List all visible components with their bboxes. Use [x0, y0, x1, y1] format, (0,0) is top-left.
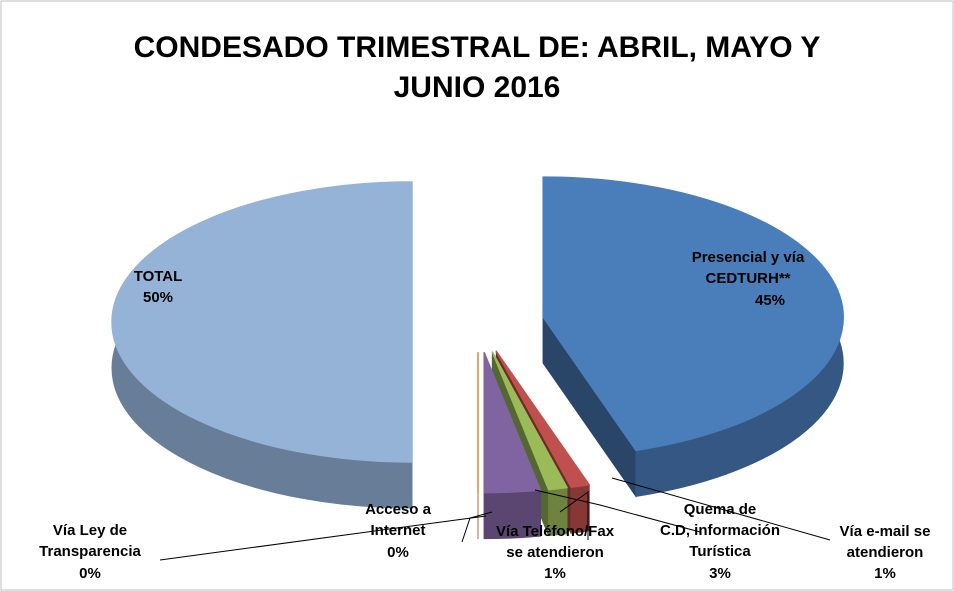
value-label: 0%: [79, 565, 101, 582]
value-label: 1%: [544, 565, 566, 582]
data-label: Acceso a Internet: [365, 501, 432, 539]
leader-line: [559, 491, 589, 540]
data-label: Quema de C.D, información Turística: [660, 501, 780, 560]
value-label: 50%: [143, 289, 173, 306]
leader-line: [534, 489, 701, 533]
leader-line: [611, 477, 831, 541]
slice: [483, 351, 542, 494]
value-label: 3%: [709, 565, 731, 582]
slice: [495, 350, 590, 488]
value-label: 0%: [387, 544, 409, 561]
leader-line: [159, 515, 487, 561]
pie: [111, 176, 844, 540]
data-label: Vía Ley de Transparencia: [39, 522, 141, 560]
data-label: TOTAL: [134, 268, 183, 285]
chart-title: CONDESADO TRIMESTRAL DE: ABRIL, MAYO Y JU…: [134, 31, 821, 104]
data-label: Vía Teléfono/Fax se atendieron: [496, 523, 615, 561]
data-label: Vía e-mail se atendieron: [840, 523, 931, 561]
slice: [491, 351, 568, 491]
slice: [542, 176, 844, 452]
data-label: Presencial y vía CEDTURH**: [692, 249, 805, 287]
slice: [111, 181, 413, 463]
value-label: 45%: [755, 292, 785, 309]
value-label: 1%: [874, 565, 896, 582]
